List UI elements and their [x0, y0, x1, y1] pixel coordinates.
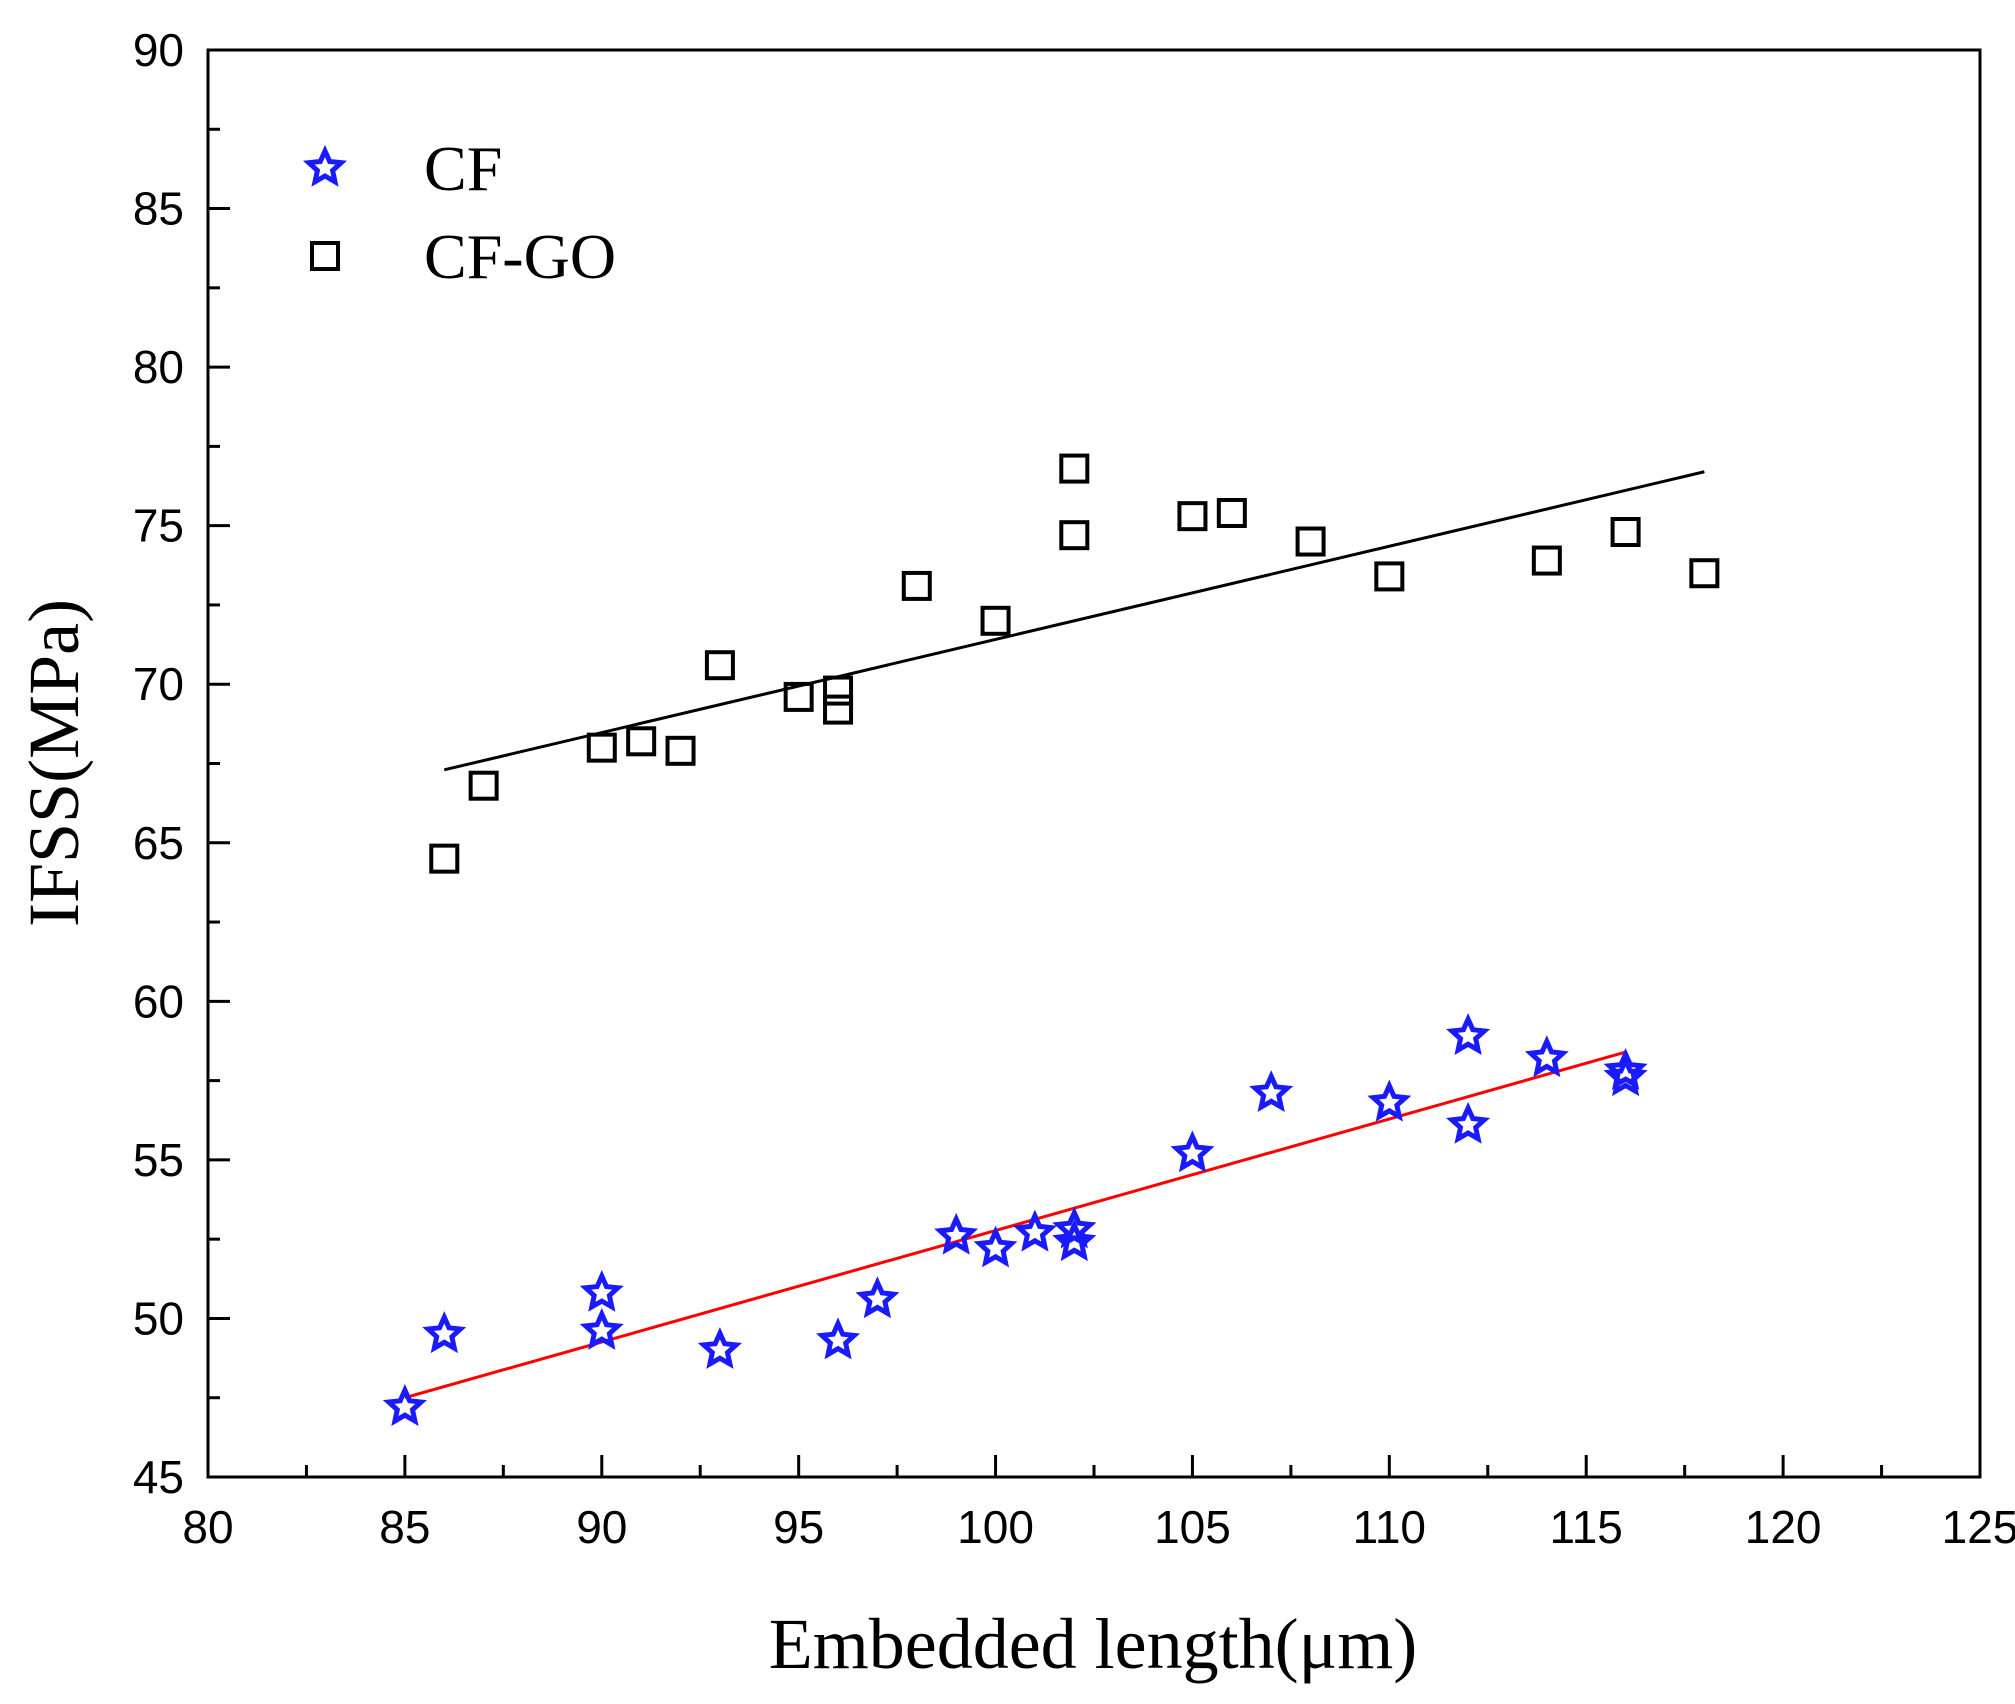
data-point-cf [1249, 1070, 1294, 1112]
data-point-cf-go [1059, 520, 1090, 551]
data-point-cf-go [1610, 517, 1641, 548]
data-point-cf-go [1689, 558, 1720, 589]
data-point-cf [1170, 1130, 1215, 1173]
data-point-cf [1524, 1035, 1569, 1078]
fit-line-cf [404, 1050, 1627, 1400]
data-point-cf-go [704, 650, 735, 681]
y-tick-label: 55 [133, 1134, 184, 1186]
data-point-cf-go [783, 681, 814, 712]
data-point-cf [1052, 1206, 1097, 1249]
x-tick-label: 105 [1154, 1501, 1231, 1553]
data-point-cf [855, 1276, 900, 1319]
legend-marker-cf-go [310, 241, 340, 271]
data-point-cf [579, 1307, 624, 1350]
data-point-cf [1603, 1047, 1648, 1090]
data-point-cf-go [1177, 501, 1208, 532]
fit-line-cf-go [443, 470, 1705, 772]
data-point-cf [1052, 1219, 1097, 1262]
data-point-cf-go [1216, 497, 1247, 528]
data-point-cf [382, 1384, 427, 1426]
legend-label: CF [424, 133, 502, 204]
x-tick-label: 100 [957, 1501, 1034, 1553]
y-tick-label: 50 [133, 1292, 184, 1344]
y-tick-label: 90 [133, 24, 184, 76]
x-tick-label: 115 [1550, 1501, 1623, 1553]
data-point-cf [1446, 1013, 1491, 1055]
data-point-cf-go [468, 770, 499, 801]
y-tick-label: 65 [133, 817, 184, 869]
x-tick-label: 110 [1353, 1501, 1426, 1553]
data-point-cf-go [1059, 453, 1090, 484]
data-point-cf [816, 1317, 861, 1360]
data-point-cf [973, 1225, 1018, 1268]
y-tick-label: 75 [133, 500, 184, 552]
x-tick-label: 95 [773, 1501, 824, 1553]
legend: CF CF-GO [302, 133, 616, 292]
y-tick-label: 60 [133, 975, 184, 1027]
x-tick-label: 125 [1942, 1501, 2015, 1553]
data-point-cf [1603, 1054, 1648, 1097]
y-tick-label: 80 [133, 341, 184, 393]
data-point-cf [697, 1327, 742, 1369]
data-point-cf [1446, 1101, 1491, 1144]
x-tick-label: 85 [379, 1501, 430, 1553]
y-tick-label: 45 [133, 1451, 184, 1503]
data-point-cf [934, 1212, 979, 1255]
x-axis: 80 85 90 95 100 105 110 115 120 125 [182, 1455, 2015, 1553]
data-point-cf-go [980, 605, 1011, 636]
data-point-cf [1012, 1209, 1057, 1252]
y-tick-label: 70 [133, 658, 184, 710]
data-points [382, 453, 1720, 1426]
data-point-cf-go [429, 843, 460, 874]
data-point-cf-go [626, 726, 657, 757]
x-tick-label: 120 [1745, 1501, 1822, 1553]
legend-marker-cf [302, 144, 348, 187]
data-point-cf [422, 1311, 467, 1354]
y-axis: 45 50 55 60 65 70 75 80 85 90 [133, 24, 230, 1503]
x-axis-title: Embedded length(μm) [769, 1604, 1417, 1684]
data-point-cf-go [1374, 561, 1405, 592]
data-point-cf-go [823, 694, 854, 725]
y-axis-title: IFSS(MPa) [14, 599, 94, 927]
data-point-cf-go [586, 732, 617, 763]
data-point-cf [1367, 1079, 1412, 1122]
x-tick-label: 80 [182, 1501, 233, 1553]
data-point-cf [579, 1269, 624, 1312]
data-point-cf-go [1295, 526, 1326, 557]
y-tick-label: 85 [133, 183, 184, 235]
data-point-cf-go [823, 675, 854, 706]
fit-lines [404, 470, 1705, 1400]
data-point-cf-go [901, 570, 932, 601]
data-point-cf-go [665, 735, 696, 766]
x-tick-label: 90 [576, 1501, 627, 1553]
data-point-cf-go [1531, 545, 1562, 576]
legend-label: CF-GO [424, 221, 616, 292]
